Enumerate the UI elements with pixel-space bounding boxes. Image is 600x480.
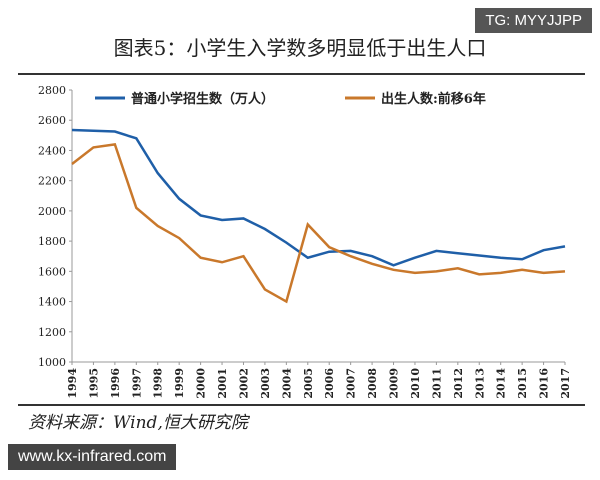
x-tick-label: 1996 <box>109 368 122 399</box>
legend-label: 普通小学招生数（万人） <box>131 91 274 107</box>
x-tick-label: 2007 <box>345 368 358 399</box>
x-tick-label: 2005 <box>302 368 315 399</box>
x-tick-label: 2012 <box>452 368 465 399</box>
x-tick-label: 2013 <box>473 368 486 399</box>
x-tick-label: 2017 <box>559 368 572 399</box>
watermark: TG: MYYJJPP <box>475 8 592 33</box>
source-note: 资料来源：Wind,恒大研究院 <box>28 413 251 433</box>
x-tick-label: 2011 <box>430 368 443 399</box>
y-tick-label: 2600 <box>38 114 66 127</box>
x-tick-label: 1995 <box>87 368 100 399</box>
x-tick-label: 1994 <box>66 368 79 399</box>
x-tick-label: 2003 <box>259 368 272 399</box>
x-tick-label: 2015 <box>516 368 529 399</box>
series-line <box>71 143 566 304</box>
x-tick-label: 2006 <box>323 368 336 399</box>
x-tick-label: 2014 <box>495 368 508 399</box>
y-tick-label: 2000 <box>38 205 66 218</box>
y-tick-label: 1200 <box>38 326 66 339</box>
y-tick-label: 2800 <box>38 84 66 97</box>
y-tick-label: 2400 <box>38 144 66 157</box>
x-tick-label: 2010 <box>409 368 422 399</box>
y-tick-label: 2200 <box>38 175 66 188</box>
x-tick-label: 2000 <box>195 368 208 399</box>
x-tick-label: 2009 <box>388 368 401 399</box>
chart-title: 图表5：小学生入学数多明显低于出生人口 <box>114 36 487 60</box>
legend-label: 出生人数:前移6年 <box>381 91 486 107</box>
y-tick-label: 1800 <box>38 235 66 248</box>
y-tick-label: 1600 <box>38 265 66 278</box>
x-tick-label: 2008 <box>366 368 379 399</box>
watermark: www.kx-infrared.com <box>8 444 177 470</box>
x-tick-label: 1997 <box>130 368 143 399</box>
x-tick-label: 1999 <box>173 368 186 399</box>
y-tick-label: 1400 <box>38 296 66 309</box>
y-tick-label: 1000 <box>38 356 66 369</box>
x-tick-label: 2004 <box>280 368 293 399</box>
series-line <box>71 128 566 267</box>
x-tick-label: 1998 <box>152 368 165 399</box>
x-tick-label: 2001 <box>216 368 229 399</box>
x-tick-label: 2016 <box>538 368 551 399</box>
x-tick-label: 2002 <box>237 368 250 399</box>
